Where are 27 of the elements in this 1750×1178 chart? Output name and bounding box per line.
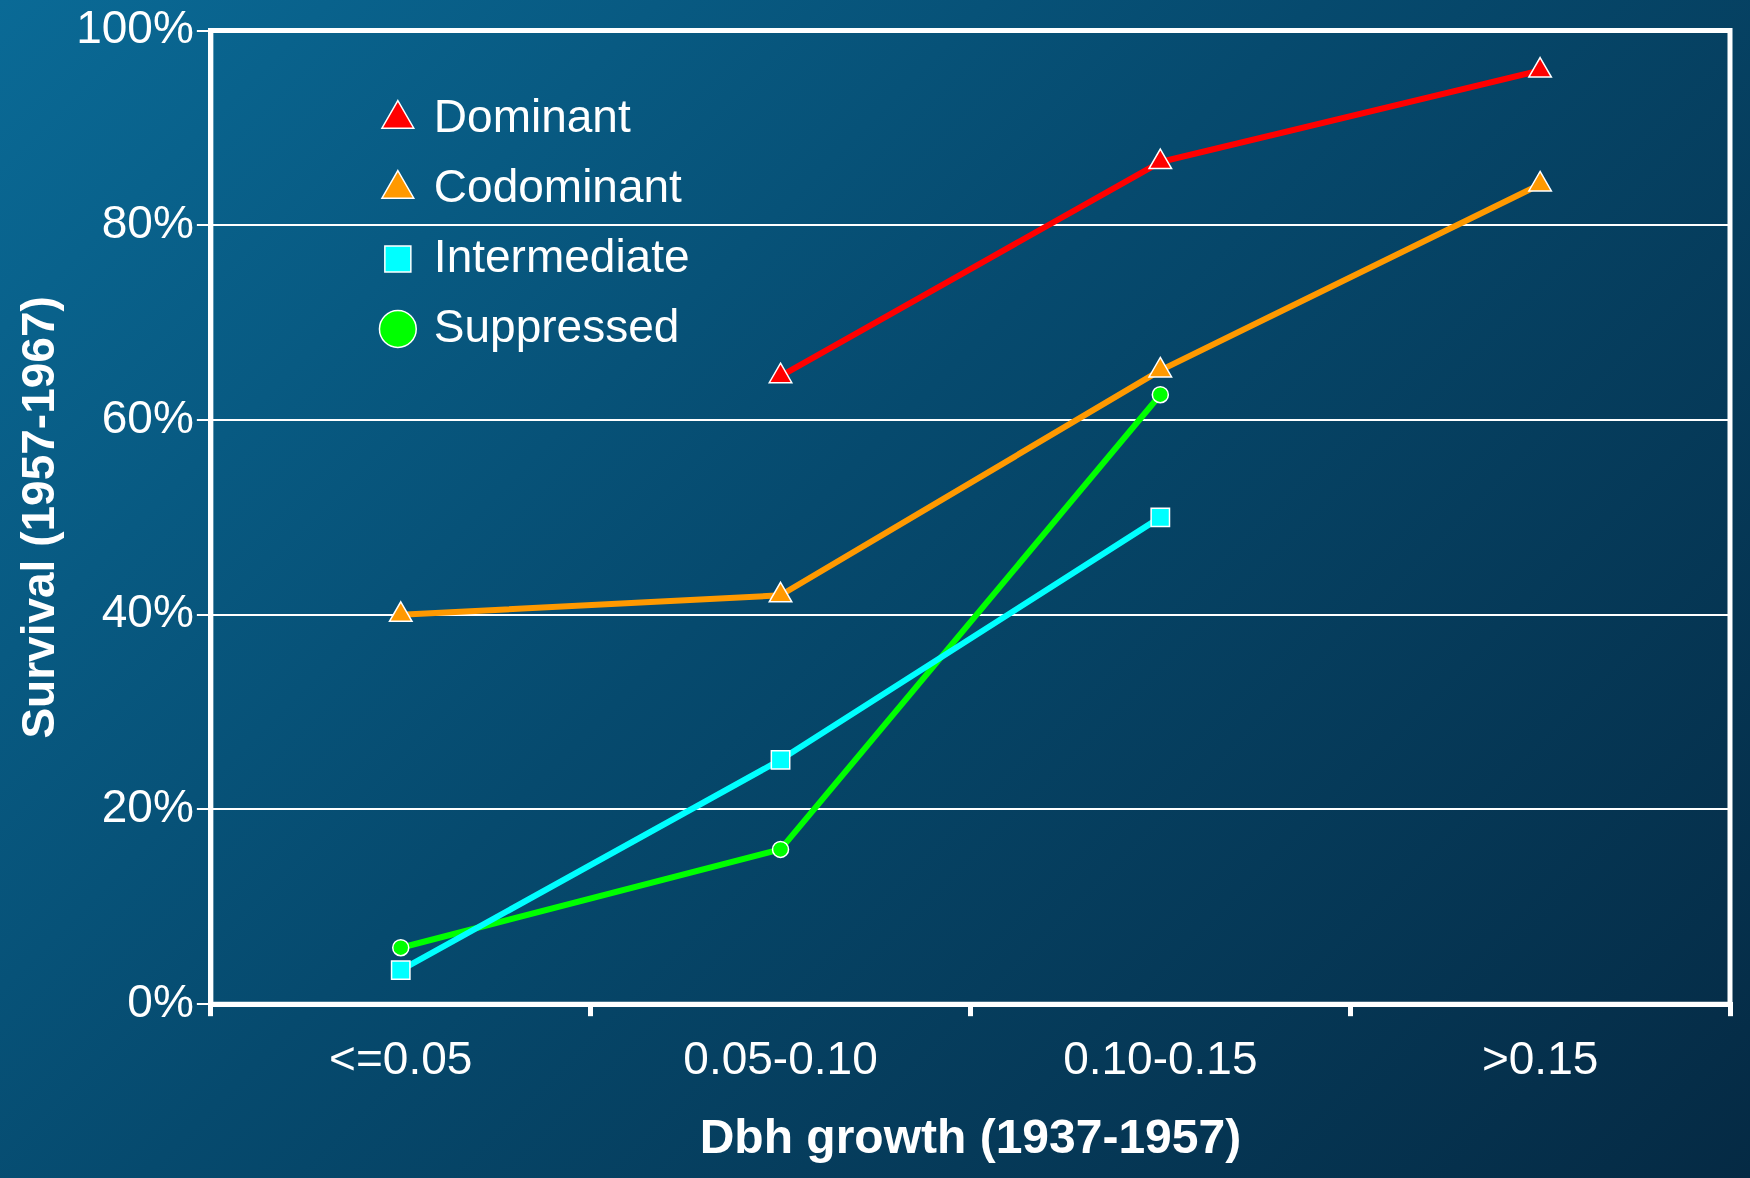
y-tick-label: 100% (76, 1, 194, 54)
point (768, 362, 793, 384)
legend-label: Dominant (433, 89, 631, 142)
legend-label: Codominant (433, 159, 683, 212)
y-axis-title: Survival (1957-1967) (12, 296, 65, 739)
legend-label: Intermediate (433, 229, 690, 282)
point (1528, 170, 1553, 192)
x-axis-title: Dbh growth (1937-1957) (699, 1110, 1242, 1164)
point (1148, 148, 1173, 170)
x-tick-label: <=0.05 (329, 1032, 473, 1085)
y-tick-label: 40% (101, 585, 194, 638)
point (391, 938, 410, 957)
point (1148, 356, 1173, 378)
legend-label: Suppressed (433, 299, 680, 352)
point (770, 749, 791, 770)
point (388, 601, 413, 623)
y-tick-label: 0% (127, 974, 194, 1027)
y-tick-label: 80% (101, 196, 194, 249)
x-tick-label: 0.10-0.15 (1063, 1032, 1258, 1085)
y-tick-label: 20% (101, 780, 194, 833)
x-tick-label: 0.05-0.10 (683, 1032, 878, 1085)
x-tick-label: >0.15 (1481, 1032, 1599, 1085)
point (1528, 56, 1553, 78)
point (768, 581, 793, 603)
point (390, 960, 411, 981)
point (771, 840, 790, 859)
y-tick-label: 60% (101, 390, 194, 443)
